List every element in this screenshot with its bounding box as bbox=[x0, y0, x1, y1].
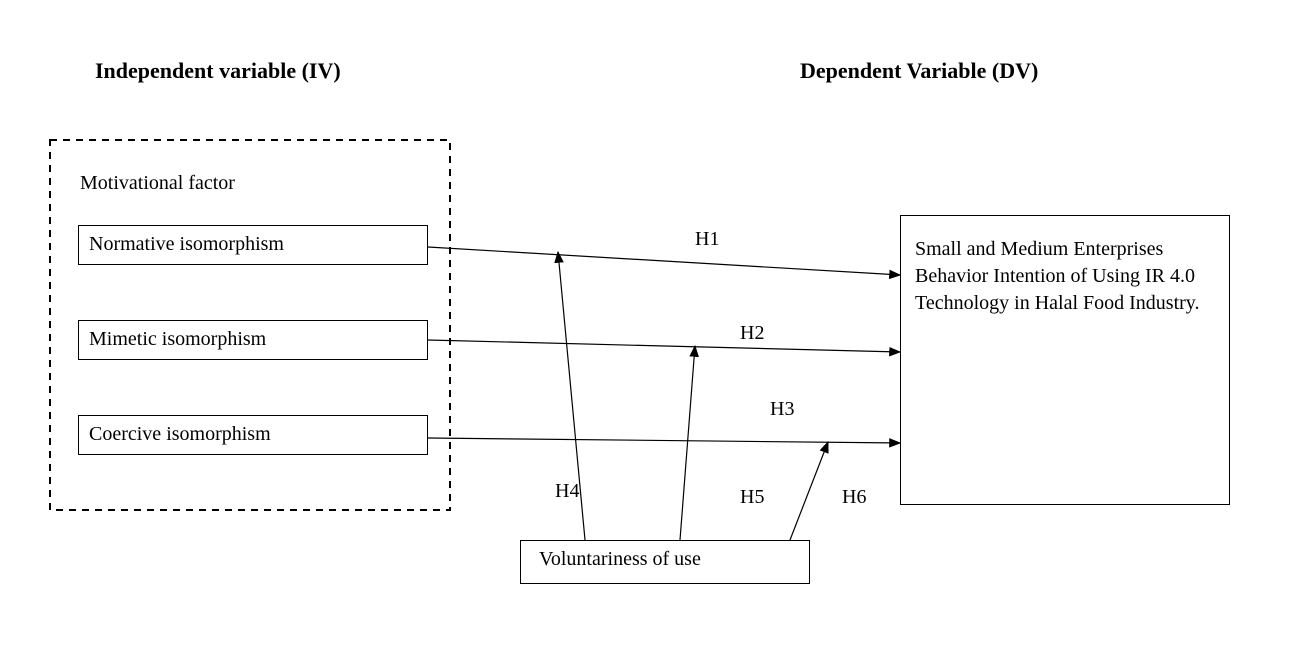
edge-h5 bbox=[680, 346, 695, 540]
coercive-box: Coercive isomorphism bbox=[78, 415, 428, 455]
h1-label: H1 bbox=[695, 228, 719, 251]
h4-label: H4 bbox=[555, 480, 579, 503]
moderator-box: Voluntariness of use bbox=[520, 540, 810, 584]
iv-heading: Independent variable (IV) bbox=[95, 58, 341, 84]
edge-h1 bbox=[428, 247, 900, 275]
dv-heading: Dependent Variable (DV) bbox=[800, 58, 1038, 84]
normative-box: Normative isomorphism bbox=[78, 225, 428, 265]
mimetic-box: Mimetic isomorphism bbox=[78, 320, 428, 360]
h6-label: H6 bbox=[842, 486, 866, 509]
h2-label: H2 bbox=[740, 322, 764, 345]
h5-label: H5 bbox=[740, 486, 764, 509]
edge-h3 bbox=[428, 438, 900, 443]
dv-box: Small and Medium Enterprises Behavior In… bbox=[900, 215, 1230, 505]
h3-label: H3 bbox=[770, 398, 794, 421]
diagram-canvas: Independent variable (IV) Dependent Vari… bbox=[0, 0, 1304, 660]
edge-h6 bbox=[790, 442, 828, 540]
iv-group-label: Motivational factor bbox=[80, 172, 235, 195]
edge-h2 bbox=[428, 340, 900, 352]
